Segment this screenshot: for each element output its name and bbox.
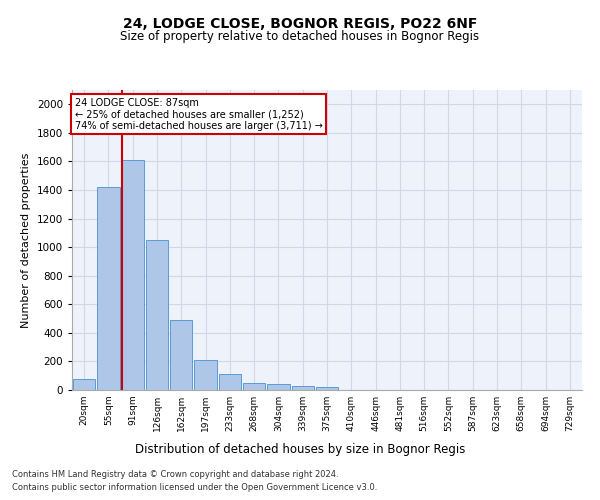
Text: Distribution of detached houses by size in Bognor Regis: Distribution of detached houses by size … xyxy=(135,442,465,456)
Bar xyxy=(267,384,290,390)
Text: Contains HM Land Registry data © Crown copyright and database right 2024.: Contains HM Land Registry data © Crown c… xyxy=(12,470,338,479)
Bar xyxy=(146,240,168,390)
Text: Contains public sector information licensed under the Open Government Licence v3: Contains public sector information licen… xyxy=(12,482,377,492)
Bar xyxy=(316,387,338,390)
Bar xyxy=(218,374,241,390)
Text: 24, LODGE CLOSE, BOGNOR REGIS, PO22 6NF: 24, LODGE CLOSE, BOGNOR REGIS, PO22 6NF xyxy=(123,18,477,32)
Bar xyxy=(194,360,217,390)
Text: 24 LODGE CLOSE: 87sqm
← 25% of detached houses are smaller (1,252)
74% of semi-d: 24 LODGE CLOSE: 87sqm ← 25% of detached … xyxy=(74,98,322,130)
Bar xyxy=(97,187,119,390)
Bar xyxy=(243,383,265,390)
Bar xyxy=(292,386,314,390)
Bar xyxy=(122,160,144,390)
Bar xyxy=(73,378,95,390)
Text: Size of property relative to detached houses in Bognor Regis: Size of property relative to detached ho… xyxy=(121,30,479,43)
Y-axis label: Number of detached properties: Number of detached properties xyxy=(21,152,31,328)
Bar xyxy=(170,320,193,390)
